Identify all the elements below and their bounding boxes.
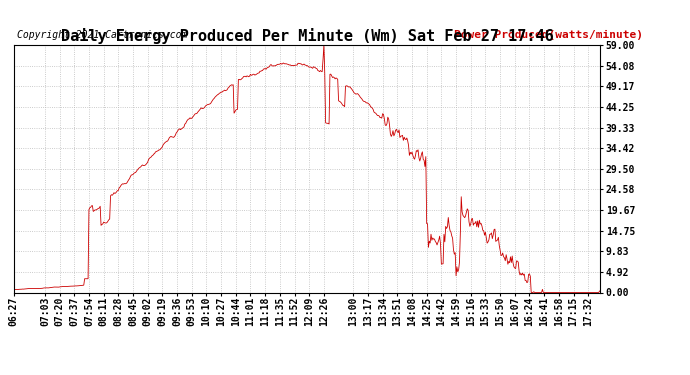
Title: Daily Energy Produced Per Minute (Wm) Sat Feb 27 17:46: Daily Energy Produced Per Minute (Wm) Sa… [61,28,553,44]
Text: Copyright 2021 Cartronics.com: Copyright 2021 Cartronics.com [17,30,187,40]
Text: Power Produced(watts/minute): Power Produced(watts/minute) [454,30,642,40]
